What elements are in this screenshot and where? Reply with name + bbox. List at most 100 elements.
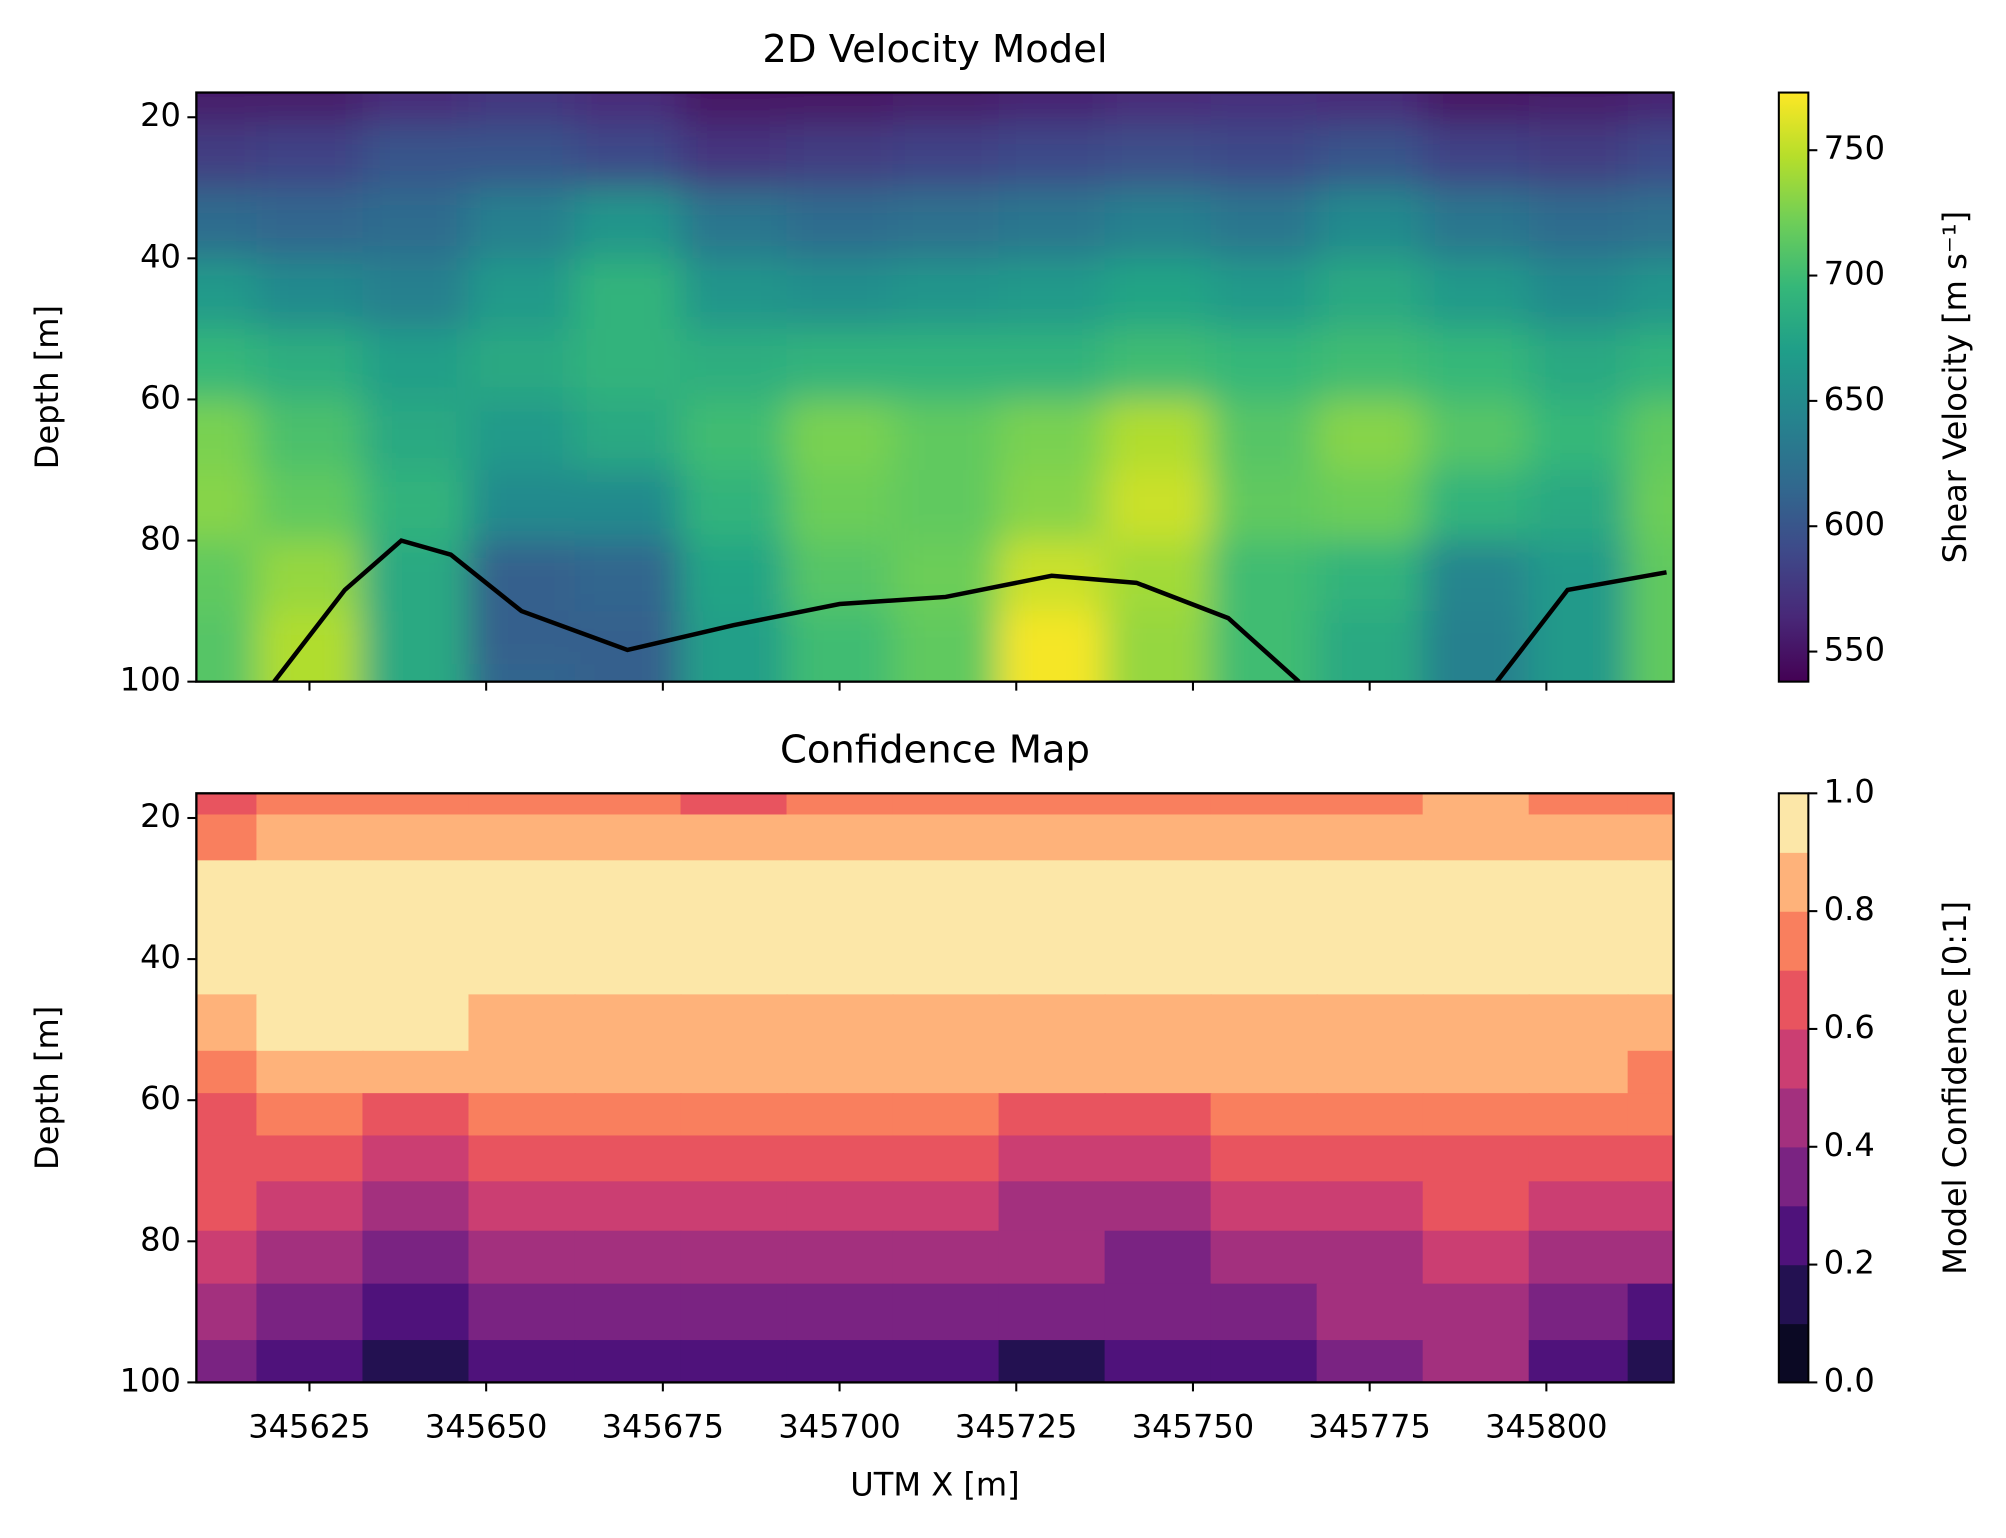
cell <box>1422 1181 1530 1232</box>
colorbar-label: Model Confidence [0:1] <box>1936 901 1974 1275</box>
cell <box>786 124 894 189</box>
cell <box>1316 611 1424 666</box>
cell <box>574 664 682 682</box>
cell <box>1210 328 1318 401</box>
cell <box>574 124 682 189</box>
colorbar-label: Shear Velocity [m s⁻¹] <box>1936 211 1974 563</box>
cell <box>574 860 682 925</box>
cell <box>892 611 1000 666</box>
cell <box>1104 1181 1212 1232</box>
cell <box>892 1135 1000 1183</box>
cell <box>680 1050 788 1095</box>
cell <box>998 923 1106 996</box>
cell <box>1210 1050 1318 1095</box>
cell <box>892 124 1000 189</box>
cell <box>1422 860 1530 925</box>
cell <box>196 793 258 816</box>
cell <box>1627 1050 1674 1095</box>
cell <box>892 187 1000 260</box>
cell <box>1422 664 1530 682</box>
cell <box>1422 994 1530 1052</box>
cell <box>196 399 258 472</box>
cell <box>1316 124 1424 189</box>
cell <box>362 814 470 862</box>
cell <box>196 1340 258 1383</box>
cell <box>892 664 1000 682</box>
cell <box>1104 124 1212 189</box>
cell <box>468 1340 576 1383</box>
axes-frame <box>195 91 1675 683</box>
y-tick-label: 40 <box>140 237 181 275</box>
cell <box>786 994 894 1052</box>
cell <box>468 814 576 862</box>
cell <box>468 1093 576 1137</box>
cell <box>1627 860 1674 925</box>
cell <box>362 470 470 542</box>
cell <box>468 1181 576 1232</box>
cell <box>1627 1135 1674 1183</box>
cell <box>1528 1230 1629 1285</box>
cell <box>256 793 364 816</box>
cell <box>1210 814 1318 862</box>
cell <box>892 258 1000 330</box>
cell <box>1210 923 1318 996</box>
cell <box>1210 1340 1318 1383</box>
cell <box>1627 124 1674 189</box>
colorbar-tick-label: 0.8 <box>1824 890 1875 928</box>
cell <box>362 1181 470 1232</box>
cell <box>892 1283 1000 1342</box>
cell <box>574 1093 682 1137</box>
cell <box>468 258 576 330</box>
cell <box>1422 124 1530 189</box>
cell <box>1627 793 1674 816</box>
cell <box>574 187 682 260</box>
cell <box>1316 994 1424 1052</box>
cell <box>680 399 788 472</box>
cell <box>786 1135 894 1183</box>
cell <box>196 923 258 996</box>
cell <box>468 540 576 613</box>
cell <box>362 611 470 666</box>
cell <box>1627 611 1674 666</box>
cell <box>1528 540 1629 613</box>
colorbar-tick-label: 0.0 <box>1824 1361 1875 1399</box>
cell <box>196 1181 258 1232</box>
cell <box>362 994 470 1052</box>
cell <box>256 1050 364 1095</box>
colorbar-segment <box>1778 852 1809 912</box>
cell <box>786 664 894 682</box>
cell <box>1104 399 1212 472</box>
cell <box>574 814 682 862</box>
cell <box>998 1093 1106 1137</box>
cell <box>362 540 470 613</box>
cell <box>680 124 788 189</box>
cell <box>892 1050 1000 1095</box>
cell <box>1422 814 1530 862</box>
cell <box>1316 258 1424 330</box>
cell <box>1422 611 1530 666</box>
y-tick-label: 40 <box>140 938 181 976</box>
cell <box>680 1181 788 1232</box>
cell <box>1104 1135 1212 1183</box>
cell <box>892 814 1000 862</box>
cell <box>362 1283 470 1342</box>
cell <box>362 92 470 126</box>
cell <box>1422 258 1530 330</box>
cell <box>1422 793 1530 816</box>
cell <box>998 1340 1106 1383</box>
colorbar-tick-label: 1.0 <box>1824 772 1875 810</box>
y-tick-label: 80 <box>140 1220 181 1258</box>
cell <box>1104 923 1212 996</box>
x-tick-label: 345675 <box>602 1408 724 1446</box>
cell <box>196 258 258 330</box>
cell <box>468 328 576 401</box>
cell <box>468 1230 576 1285</box>
cells <box>196 793 1674 1383</box>
cell <box>362 1340 470 1383</box>
cell <box>1316 1050 1424 1095</box>
colorbar-segment <box>1778 911 1809 971</box>
cell <box>1210 470 1318 542</box>
cell <box>574 994 682 1052</box>
